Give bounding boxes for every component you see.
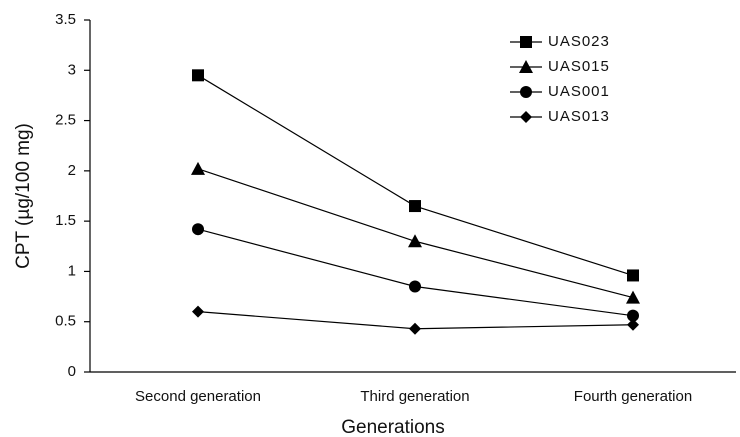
marker: [627, 309, 639, 322]
legend-label: UAS023: [548, 33, 610, 50]
series-line: [197, 168, 634, 299]
y-tick-label: 2.5: [55, 112, 76, 129]
y-tick-label: 0: [68, 363, 76, 380]
marker: [520, 36, 532, 48]
y-tick-label: 3: [68, 61, 76, 78]
x-tick-label: Second generation: [135, 388, 261, 405]
marker: [626, 290, 640, 304]
y-tick-label: 3.5: [55, 11, 76, 28]
y-tick-label: 1: [68, 262, 76, 279]
y-axis-title: CPT (µg/100 mg): [13, 123, 34, 269]
y-tick-label: 0.5: [55, 313, 76, 330]
legend-label: UAS001: [548, 83, 610, 100]
marker: [520, 111, 532, 123]
x-tick-label: Third generation: [360, 388, 469, 405]
legend-label: UAS015: [548, 58, 610, 75]
marker: [520, 86, 532, 98]
marker: [409, 200, 421, 213]
marker: [627, 269, 639, 282]
marker: [192, 305, 204, 318]
marker: [192, 223, 204, 236]
x-tick-label: Fourth generation: [574, 388, 692, 405]
y-tick-label: 2: [68, 162, 76, 179]
marker: [409, 280, 421, 293]
marker: [409, 322, 421, 335]
x-axis-title: Generations: [341, 417, 445, 437]
marker: [408, 234, 422, 248]
legend-label: UAS013: [548, 108, 610, 125]
marker: [519, 60, 533, 73]
y-tick-label: 1.5: [55, 212, 76, 229]
marker: [192, 69, 204, 82]
marker: [191, 161, 205, 175]
marker: [627, 318, 639, 331]
